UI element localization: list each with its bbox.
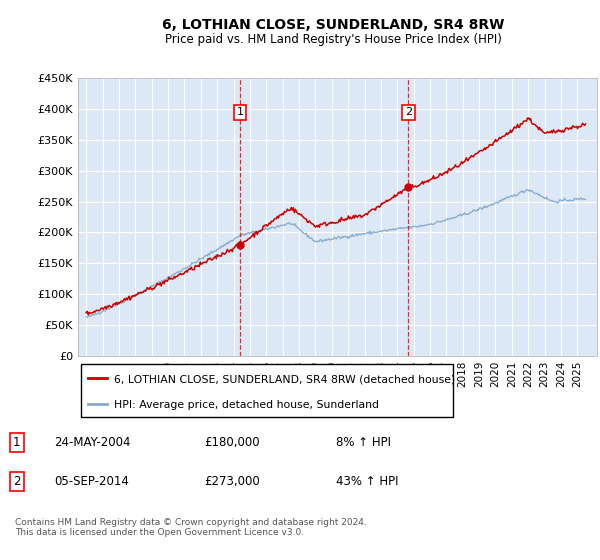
Text: 43% ↑ HPI: 43% ↑ HPI <box>336 475 398 488</box>
Text: 2: 2 <box>13 475 20 488</box>
Text: £273,000: £273,000 <box>204 475 260 488</box>
Text: HPI: Average price, detached house, Sunderland: HPI: Average price, detached house, Sund… <box>115 400 379 410</box>
Text: Price paid vs. HM Land Registry's House Price Index (HPI): Price paid vs. HM Land Registry's House … <box>164 32 502 46</box>
Text: 1: 1 <box>236 108 244 117</box>
Text: 6, LOTHIAN CLOSE, SUNDERLAND, SR4 8RW: 6, LOTHIAN CLOSE, SUNDERLAND, SR4 8RW <box>162 18 504 32</box>
Text: 1: 1 <box>13 436 20 449</box>
FancyBboxPatch shape <box>81 364 453 417</box>
Text: 2: 2 <box>405 108 412 117</box>
Text: 6, LOTHIAN CLOSE, SUNDERLAND, SR4 8RW (detached house): 6, LOTHIAN CLOSE, SUNDERLAND, SR4 8RW (d… <box>115 375 456 384</box>
Text: £180,000: £180,000 <box>204 436 260 449</box>
Text: 05-SEP-2014: 05-SEP-2014 <box>54 475 129 488</box>
Text: 8% ↑ HPI: 8% ↑ HPI <box>336 436 391 449</box>
Text: Contains HM Land Registry data © Crown copyright and database right 2024.
This d: Contains HM Land Registry data © Crown c… <box>15 518 367 538</box>
Text: 24-MAY-2004: 24-MAY-2004 <box>54 436 131 449</box>
